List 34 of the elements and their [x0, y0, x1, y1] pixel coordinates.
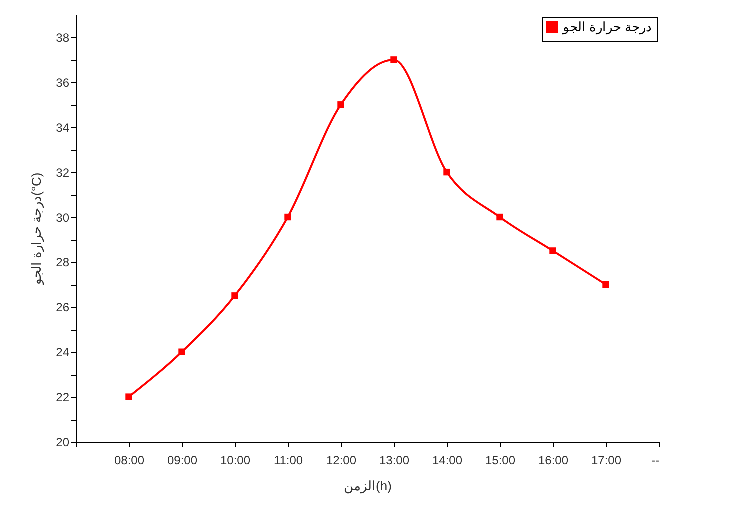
- x-tick-label: --: [652, 454, 660, 468]
- x-tick-label: 16:00: [538, 454, 569, 468]
- x-tick-label: 09:00: [167, 454, 198, 468]
- x-tick-label: 12:00: [326, 454, 357, 468]
- y-tick-label: 36: [56, 76, 70, 90]
- point: [338, 102, 344, 108]
- y-axis-title: درجة حرارة الجو(°C): [29, 172, 46, 286]
- point: [444, 168, 450, 176]
- y-tick-label: 32: [56, 166, 70, 180]
- x-tick-label: 14:00: [432, 454, 463, 468]
- y-tick-label: 24: [56, 346, 70, 360]
- point: [284, 214, 292, 221]
- y-tick-label: 26: [56, 300, 70, 315]
- point: [496, 214, 504, 221]
- x-tick-label: 13:00: [379, 454, 410, 468]
- legend-label: درجة حرارة الجو: [562, 20, 652, 36]
- point: [232, 292, 238, 300]
- x-tick-label: 11:00: [274, 454, 304, 468]
- y-tick-label: 38: [56, 30, 70, 45]
- point: [602, 281, 610, 288]
- point: [550, 248, 556, 254]
- y-tick-label: 20: [56, 436, 70, 450]
- y-tick-label: 34: [56, 120, 70, 135]
- y-tick-label: 22: [56, 390, 70, 405]
- point: [126, 394, 132, 400]
- y-tick-label: 30: [56, 210, 70, 225]
- x-tick-label: 15:00: [485, 454, 516, 468]
- x-axis-title: الزمن(h): [344, 478, 392, 494]
- y-tick-label: 28: [56, 256, 70, 270]
- x-tick-label: 08:00: [114, 454, 145, 468]
- x-tick-label: 17:00: [591, 454, 622, 468]
- x-tick-label: 10:00: [220, 454, 251, 468]
- point: [178, 348, 186, 356]
- point: [390, 56, 398, 64]
